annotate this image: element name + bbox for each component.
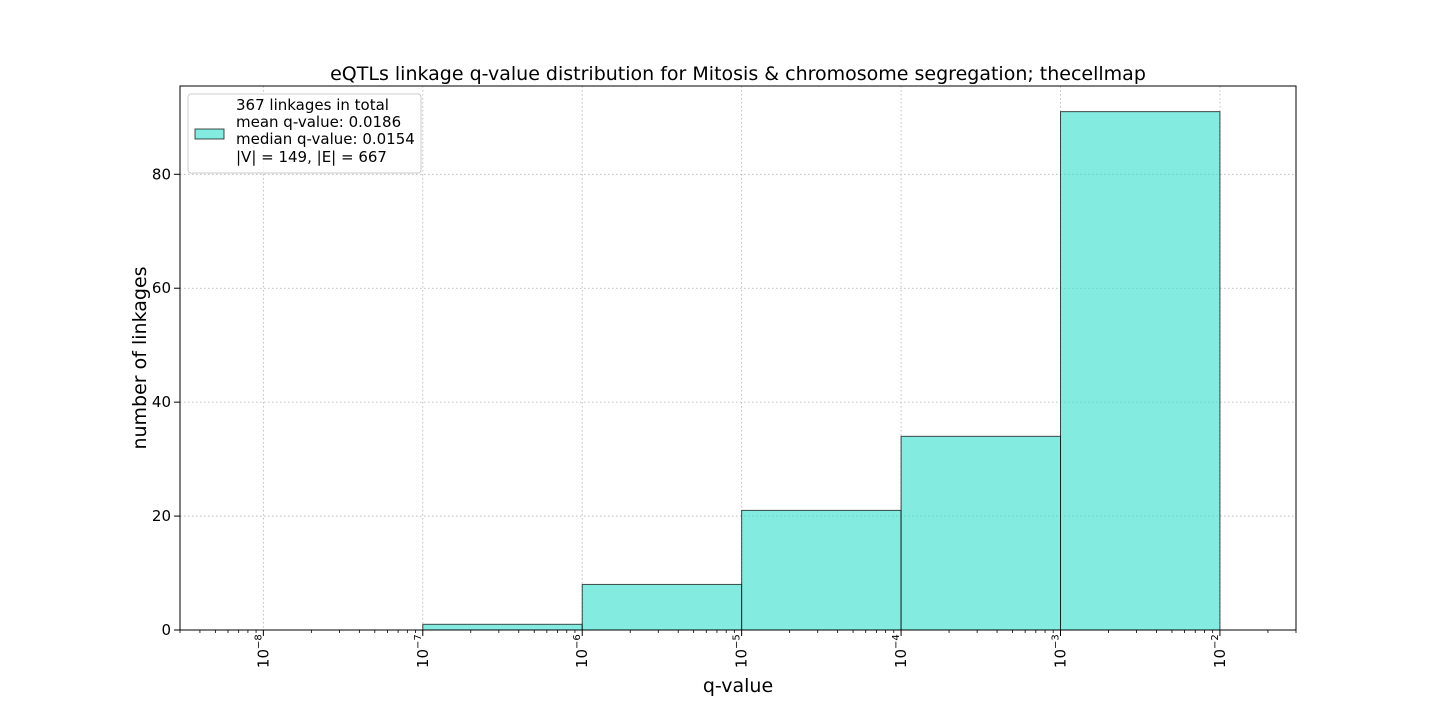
y-tick-label: 0 <box>161 621 171 639</box>
x-tick-label: 10−5 <box>732 634 751 668</box>
x-tick-exponent: −3 <box>1051 634 1062 649</box>
x-tick-label: 10−2 <box>1210 634 1229 668</box>
chart-title: eQTLs linkage q-value distribution for M… <box>330 63 1146 85</box>
x-tick-exponent: −4 <box>891 634 902 649</box>
x-tick-label-text: 10 <box>414 649 432 668</box>
x-tick-label-text: 10 <box>573 649 591 668</box>
histogram-bar <box>581 583 743 631</box>
y-tick-label: 40 <box>152 393 171 411</box>
y-tick-label: 60 <box>152 279 171 297</box>
legend-line-mean: mean q-value: 0.0186 <box>236 113 401 131</box>
x-tick-base: 10 <box>573 649 591 668</box>
x-tick-base: 10 <box>1052 649 1070 668</box>
x-tick-label-text: 10 <box>254 649 272 668</box>
x-tick-exponent: −8 <box>253 634 264 649</box>
x-tick-base: 10 <box>892 649 910 668</box>
x-tick-label-text: 10 <box>733 649 751 668</box>
x-axis-label: q-value <box>703 675 773 697</box>
x-tick-base: 10 <box>1211 649 1229 668</box>
x-tick-base: 10 <box>733 649 751 668</box>
x-tick-label-text: 10 <box>1052 649 1070 668</box>
y-axis-label: number of linkages <box>129 266 151 449</box>
x-tick-base: 10 <box>414 649 432 668</box>
x-tick-label-text: 10 <box>892 649 910 668</box>
legend-line-median: median q-value: 0.0154 <box>236 130 415 148</box>
axes-frame <box>179 85 1297 631</box>
x-tick-exponent: −2 <box>1210 634 1221 649</box>
x-tick-base: 10 <box>254 649 272 668</box>
legend-box <box>187 93 422 174</box>
x-tick-exponent: −5 <box>732 634 743 649</box>
histogram-bar <box>741 509 902 631</box>
legend: 367 linkages in total mean q-value: 0.01… <box>187 93 422 174</box>
x-tick-label: 10−3 <box>1051 634 1070 668</box>
legend-line-total: 367 linkages in total <box>236 96 389 114</box>
x-tick-label-text: 10 <box>1211 649 1229 668</box>
y-tick-label: 80 <box>152 165 171 183</box>
legend-line-graph-size: |V| = 149, |E| = 667 <box>236 148 387 166</box>
x-tick-label: 10−7 <box>413 634 432 668</box>
x-tick-label: 10−8 <box>253 634 272 668</box>
histogram-bar <box>1060 111 1221 631</box>
x-tick-label: 10−4 <box>891 634 910 668</box>
x-tick-exponent: −7 <box>413 634 424 649</box>
histogram-bar <box>422 623 583 631</box>
histogram-bar <box>900 435 1062 631</box>
legend-swatch <box>194 128 225 140</box>
x-tick-label: 10−6 <box>572 634 591 668</box>
histogram-bars <box>422 111 1221 631</box>
y-tick-label: 20 <box>152 507 171 525</box>
x-tick-exponent: −6 <box>572 634 583 649</box>
